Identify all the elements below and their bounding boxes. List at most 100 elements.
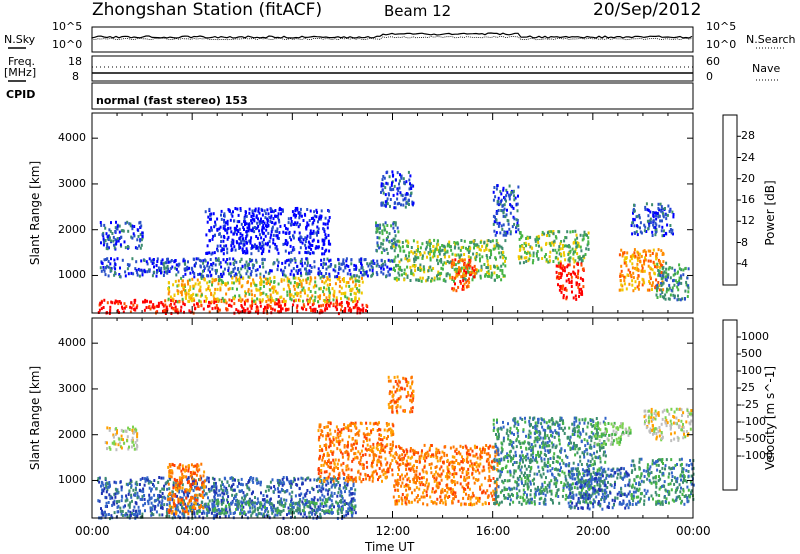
heatmap-cell — [340, 450, 342, 454]
heatmap-cell — [208, 304, 211, 308]
heatmap-cell — [346, 296, 349, 300]
heatmap-cell — [682, 268, 685, 272]
heatmap-cell — [225, 244, 228, 248]
heatmap-cell — [212, 261, 215, 265]
heatmap-cell — [647, 249, 650, 253]
heatmap-cell — [587, 240, 590, 244]
heatmap-cell — [211, 307, 214, 311]
heatmap-cell — [680, 281, 683, 285]
heatmap-cell — [349, 508, 351, 512]
heatmap-cell — [240, 508, 242, 512]
heatmap-cell — [300, 282, 303, 286]
heatmap-cell — [112, 235, 115, 239]
heatmap-cell — [198, 281, 201, 285]
heatmap-cell — [247, 229, 250, 233]
heatmap-cell — [278, 482, 281, 486]
heatmap-cell — [305, 257, 308, 261]
heatmap-cell — [302, 496, 305, 500]
heatmap-cell — [216, 493, 219, 497]
heatmap-cell — [441, 248, 444, 252]
heatmap-cell — [382, 272, 385, 276]
heatmap-cell — [362, 307, 365, 311]
heatmap-cell — [294, 515, 296, 519]
heatmap-cell — [161, 513, 164, 517]
heatmap-cell — [389, 259, 392, 263]
heatmap-cell — [331, 287, 334, 291]
heatmap-cell — [339, 303, 342, 307]
heatmap-cell — [389, 427, 392, 431]
heatmap-cell — [267, 500, 270, 504]
heatmap-cell — [485, 243, 488, 247]
heatmap-cell — [243, 310, 246, 314]
heatmap-cell — [302, 286, 305, 290]
heatmap-cell — [167, 465, 170, 469]
heatmap-cell — [216, 504, 219, 508]
heatmap-cell — [172, 481, 175, 485]
heatmap-cell — [106, 264, 108, 268]
heatmap-cell — [198, 258, 201, 262]
heatmap-cell — [463, 253, 466, 256]
heatmap-cell — [666, 213, 669, 217]
heatmap-cell — [410, 187, 413, 190]
heatmap-cell — [258, 229, 261, 233]
heatmap-cell — [459, 280, 462, 283]
heatmap-cell — [382, 191, 385, 195]
heatmap-cell — [549, 242, 552, 246]
heatmap-cell — [494, 220, 497, 224]
heatmap-cell — [271, 507, 274, 511]
heatmap-cell — [507, 219, 510, 223]
heatmap-cell — [578, 244, 581, 248]
heatmap-cell — [449, 260, 452, 264]
heatmap-cell — [496, 244, 499, 247]
heatmap-cell — [396, 239, 399, 243]
heatmap-cell — [582, 234, 585, 238]
heatmap-cell — [667, 267, 670, 271]
heatmap-cell — [259, 272, 262, 276]
heatmap-cell — [411, 264, 414, 268]
heatmap-cell — [354, 439, 357, 443]
heatmap-cell — [228, 298, 231, 302]
heatmap-cell — [298, 237, 301, 241]
heatmap-cell — [381, 232, 384, 236]
heatmap-cell — [200, 277, 203, 280]
heatmap-cell — [203, 266, 206, 270]
heatmap-cell — [400, 193, 403, 197]
heatmap-cell — [127, 426, 130, 430]
heatmap-cell — [120, 485, 123, 489]
heatmap-cell — [216, 297, 219, 301]
heatmap-cell — [295, 284, 298, 288]
heatmap-cell — [241, 489, 243, 493]
heatmap-cell — [200, 272, 203, 276]
heatmap-cell — [313, 509, 316, 513]
heatmap-cell — [317, 245, 320, 249]
heatmap-cell — [303, 305, 306, 308]
heatmap-cell — [477, 244, 480, 248]
heatmap-cell — [312, 500, 315, 504]
heatmap-cell — [485, 266, 488, 269]
heatmap-cell — [300, 476, 303, 480]
heatmap-cell — [320, 304, 323, 308]
heatmap-cell — [265, 308, 268, 312]
heatmap-cell — [229, 262, 232, 266]
heatmap-cell — [390, 239, 393, 243]
heatmap-cell — [274, 513, 277, 517]
heatmap-cell — [107, 265, 110, 269]
heatmap-cell — [570, 279, 573, 283]
heatmap-cell — [626, 251, 629, 255]
heatmap-cell — [230, 274, 232, 278]
heatmap-cell — [175, 512, 177, 516]
heatmap-cell — [272, 217, 275, 221]
heatmap-cell — [139, 509, 141, 513]
heatmap-cell — [258, 298, 261, 302]
heatmap-cell — [254, 283, 257, 287]
heatmap-cell — [687, 286, 690, 290]
heatmap-cell — [360, 263, 363, 267]
heatmap-cell — [672, 232, 674, 236]
heatmap-cell — [177, 486, 180, 490]
heatmap-cell — [328, 249, 331, 253]
heatmap-cell — [134, 513, 137, 516]
heatmap-cell — [363, 272, 366, 276]
heatmap-cell — [391, 473, 394, 477]
heatmap-cell — [182, 275, 185, 278]
heatmap-cell — [393, 249, 396, 253]
